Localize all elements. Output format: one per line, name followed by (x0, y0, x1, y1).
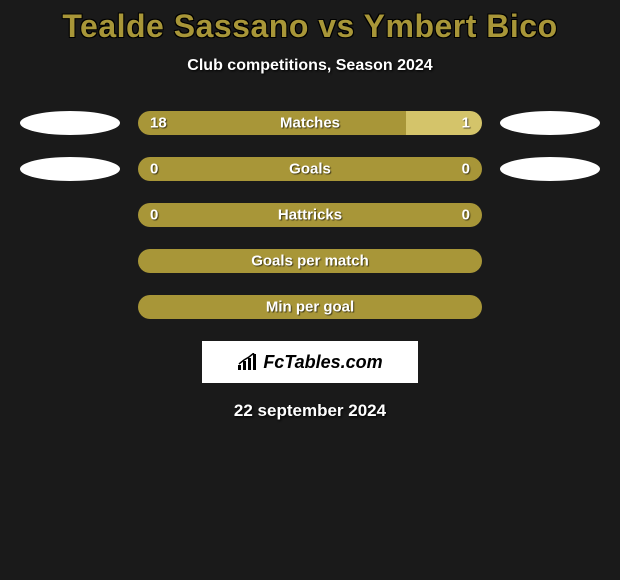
stat-label: Goals (289, 161, 331, 178)
stat-value-left: 18 (150, 115, 167, 132)
logo-text: FcTables.com (263, 352, 382, 373)
stat-bar: Min per goal (138, 295, 482, 319)
stat-bar: 0 0 Goals (138, 157, 482, 181)
date-text: 22 september 2024 (0, 401, 620, 421)
stat-row: 0 0 Hattricks (0, 203, 620, 227)
stat-bar-left (138, 111, 406, 135)
stat-bar-right (406, 111, 482, 135)
stat-label: Matches (280, 115, 340, 132)
comparison-card: Tealde Sassano vs Ymbert Bico Club compe… (0, 0, 620, 421)
stat-bar: 18 1 Matches (138, 111, 482, 135)
stat-value-right: 0 (462, 207, 470, 224)
player-left-placeholder (20, 111, 120, 135)
stats-list: 18 1 Matches 0 0 Goals 0 0 Hattricks Goals per ma… (0, 111, 620, 319)
player-right-placeholder (500, 111, 600, 135)
stat-bar: 0 0 Hattricks (138, 203, 482, 227)
player-right-placeholder (500, 157, 600, 181)
stat-value-left: 0 (150, 207, 158, 224)
page-title: Tealde Sassano vs Ymbert Bico (0, 8, 620, 45)
stat-row: Goals per match (0, 249, 620, 273)
stat-row: Min per goal (0, 295, 620, 319)
stat-label: Goals per match (251, 253, 369, 270)
player-left-placeholder (20, 157, 120, 181)
stat-label: Hattricks (278, 207, 342, 224)
source-logo: FcTables.com (202, 341, 418, 383)
stat-label: Min per goal (266, 299, 354, 316)
stat-value-right: 1 (462, 115, 470, 132)
subtitle: Club competitions, Season 2024 (0, 57, 620, 75)
stat-value-right: 0 (462, 161, 470, 178)
chart-icon (237, 353, 259, 371)
stat-value-left: 0 (150, 161, 158, 178)
stat-bar: Goals per match (138, 249, 482, 273)
stat-row: 0 0 Goals (0, 157, 620, 181)
stat-row: 18 1 Matches (0, 111, 620, 135)
